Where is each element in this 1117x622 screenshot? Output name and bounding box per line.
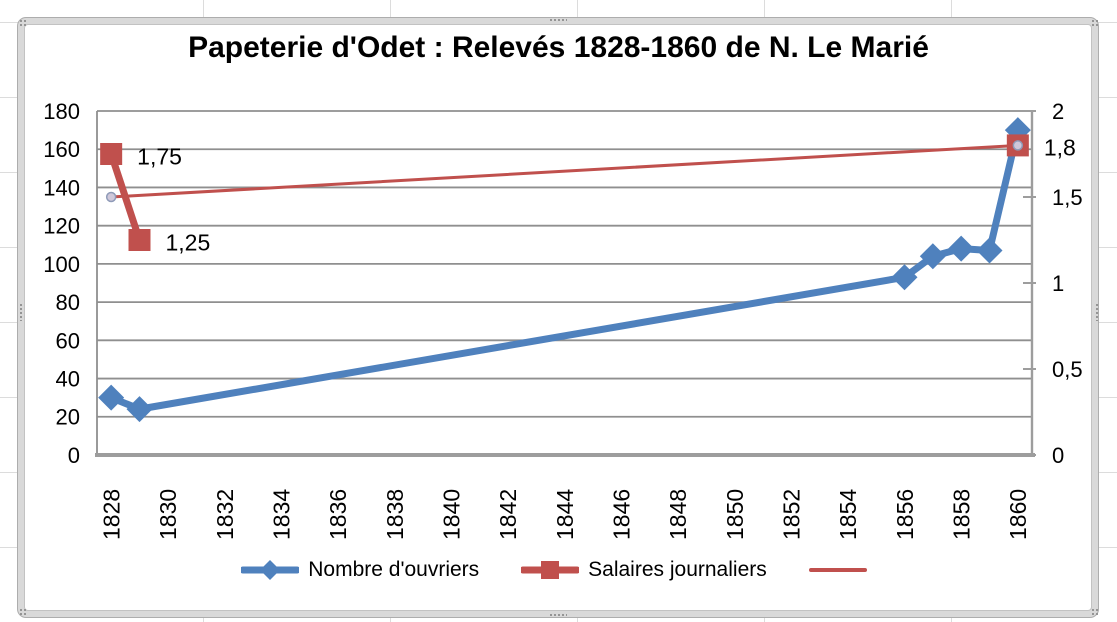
x-axis-label[interactable]: 1840 [438, 489, 464, 540]
x-axis-label[interactable]: 1848 [665, 489, 691, 540]
resize-handle-bottom-icon[interactable] [549, 613, 567, 617]
resize-handle-right-icon[interactable] [1095, 303, 1099, 321]
y-axis-left-label[interactable]: 40 [56, 366, 80, 391]
y-axis-left-label[interactable]: 140 [43, 175, 80, 200]
y-axis-right-label[interactable]: 0 [1052, 443, 1064, 468]
data-point[interactable] [128, 229, 151, 251]
y-axis-right-label[interactable]: 1 [1052, 271, 1064, 296]
y-axis-left-label[interactable]: 100 [43, 252, 80, 277]
legend-swatch-line-diamond-icon [241, 560, 300, 580]
x-axis-label[interactable]: 1854 [835, 489, 861, 540]
y-axis-left-label[interactable]: 60 [56, 328, 80, 353]
data-point[interactable] [100, 143, 123, 165]
chart-title[interactable]: Papeterie d'Odet : Relevés 1828-1860 de … [188, 31, 929, 64]
legend-label: Nombre d'ouvriers [308, 558, 480, 581]
x-axis-label[interactable]: 1844 [552, 489, 578, 540]
x-axis-label[interactable]: 1842 [495, 489, 521, 540]
x-axis-label[interactable]: 1834 [268, 489, 294, 540]
series-line [107, 150, 143, 244]
data-point[interactable] [948, 235, 975, 262]
x-axis-label[interactable]: 1858 [948, 489, 974, 540]
x-axis-label[interactable]: 1856 [892, 489, 918, 540]
data-point[interactable] [891, 264, 918, 291]
data-point[interactable] [105, 191, 117, 203]
legend-swatch-line-icon [808, 568, 867, 572]
series-line [109, 143, 1020, 199]
legend-swatch-line-square-icon [521, 561, 580, 579]
x-axis-label[interactable]: 1828 [98, 489, 124, 540]
resize-handle-top-right-icon[interactable] [1091, 19, 1099, 27]
data-point[interactable] [98, 384, 125, 411]
data-point[interactable] [1012, 140, 1024, 151]
y-axis-left-label[interactable]: 180 [43, 99, 80, 124]
y-axis-left-label[interactable]: 20 [56, 405, 80, 430]
y-axis-right-label[interactable]: 1,5 [1052, 185, 1083, 210]
resize-handle-bottom-right-icon[interactable] [1091, 608, 1099, 616]
x-axis-label[interactable]: 1850 [722, 489, 748, 540]
x-axis-label[interactable]: 1836 [325, 489, 351, 540]
x-axis-label[interactable]: 1832 [212, 489, 238, 540]
legend-item-salaires-journaliers[interactable]: Salaires journaliers [521, 558, 767, 582]
y-axis-right-label[interactable]: 2 [1052, 99, 1064, 124]
series-line [136, 273, 908, 413]
resize-handle-top-left-icon[interactable] [19, 19, 27, 27]
resize-handle-top-icon[interactable] [549, 18, 567, 22]
x-axis-label[interactable]: 1860 [1005, 489, 1031, 540]
legend-item-nombre-douvriers[interactable]: Nombre d'ouvriers [241, 558, 479, 582]
data-point[interactable] [919, 243, 946, 270]
data-point[interactable] [126, 396, 153, 423]
chart-legend: Nombre d'ouvriers Salaires journaliers [0, 551, 1117, 589]
y-axis-left-label[interactable]: 160 [43, 137, 80, 162]
data-label: 1,8 [1044, 135, 1076, 161]
data-label: 1,25 [166, 229, 211, 255]
x-axis-label[interactable]: 1846 [608, 489, 634, 540]
resize-handle-bottom-left-icon[interactable] [19, 608, 27, 616]
y-axis-left-label[interactable]: 0 [68, 443, 80, 468]
y-axis-right-label[interactable]: 0,5 [1052, 357, 1083, 382]
y-axis-left-label[interactable]: 80 [56, 290, 80, 315]
x-axis-label[interactable]: 1852 [778, 489, 804, 540]
y-axis-left-label[interactable]: 120 [43, 214, 80, 239]
data-label: 1,75 [137, 143, 182, 169]
chart-selection-frame[interactable] [17, 17, 1099, 618]
chart-area[interactable] [24, 24, 1092, 611]
x-axis-label[interactable]: 1830 [155, 489, 181, 540]
data-point[interactable] [976, 237, 1003, 264]
legend-label: Salaires journaliers [588, 558, 767, 581]
resize-handle-left-icon[interactable] [19, 303, 23, 321]
legend-item-trend-line[interactable] [808, 558, 876, 582]
x-axis-label[interactable]: 1838 [382, 489, 408, 540]
